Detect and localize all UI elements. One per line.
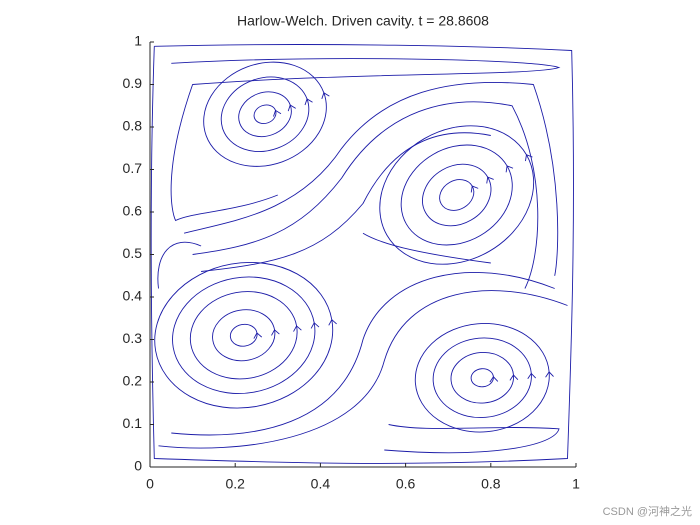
arrow <box>545 371 554 378</box>
arrow <box>328 319 337 326</box>
streamline <box>170 58 561 222</box>
vortex-ring <box>450 351 514 404</box>
arrow <box>273 109 282 117</box>
arrow <box>486 176 494 184</box>
arrow <box>304 98 313 106</box>
watermark: CSDN @河神之光 <box>603 504 692 518</box>
vortex-ring <box>432 337 532 419</box>
x-tick-label: 1 <box>572 476 580 492</box>
arrow <box>470 185 479 193</box>
arrow <box>271 329 280 336</box>
x-tick-label: 0.8 <box>481 476 501 492</box>
streamline <box>384 424 560 454</box>
vortex-ring <box>189 291 298 380</box>
streamline <box>158 290 568 449</box>
y-tick-label: 0 <box>134 458 142 474</box>
streamlines <box>150 44 574 464</box>
x-tick-label: 0.2 <box>225 476 245 492</box>
vortex-ring <box>212 309 276 362</box>
vortex-ring <box>414 323 550 433</box>
x-tick-label: 0 <box>146 476 154 492</box>
arrow <box>489 376 499 383</box>
vortex-ring <box>400 144 513 246</box>
y-tick-label: 0.7 <box>123 160 143 176</box>
x-tick-label: 0.4 <box>311 476 331 492</box>
arrow <box>293 325 302 332</box>
streamline <box>157 241 202 289</box>
vortex-ring <box>203 61 327 167</box>
arrow <box>505 165 514 173</box>
vortex-ring <box>229 323 258 347</box>
y-tick-label: 0.1 <box>123 415 143 431</box>
vortex-ring <box>439 179 475 211</box>
arrow <box>287 104 296 112</box>
vortex-ring <box>154 261 334 409</box>
y-tick-label: 0.5 <box>123 245 143 261</box>
arrow <box>509 374 519 381</box>
y-tick-label: 0.8 <box>123 118 143 134</box>
y-tick-label: 0.3 <box>123 330 143 346</box>
streamline <box>192 101 539 289</box>
y-tick-label: 0.4 <box>123 288 143 304</box>
vortex-ring <box>172 276 316 394</box>
vortex-ring <box>379 125 535 265</box>
arrow <box>310 322 320 329</box>
arrow <box>525 154 533 162</box>
arrow <box>321 92 330 100</box>
vortex-ring <box>238 91 292 138</box>
streamline <box>183 82 559 276</box>
streamline <box>201 132 491 272</box>
vortex-ring <box>470 368 494 388</box>
chart-title: Harlow-Welch. Driven cavity. t = 28.8608 <box>237 13 489 29</box>
x-tick-label: 0.6 <box>396 476 416 492</box>
streamline <box>150 44 574 464</box>
arrow <box>253 332 263 339</box>
y-tick-label: 0.6 <box>123 203 143 219</box>
y-tick-label: 1 <box>134 33 142 49</box>
vortex-ring <box>422 163 492 227</box>
y-tick-label: 0.2 <box>123 373 143 389</box>
arrow <box>527 372 537 380</box>
streamline <box>171 271 555 436</box>
y-tick-label: 0.9 <box>123 75 143 91</box>
streamline <box>362 232 491 264</box>
